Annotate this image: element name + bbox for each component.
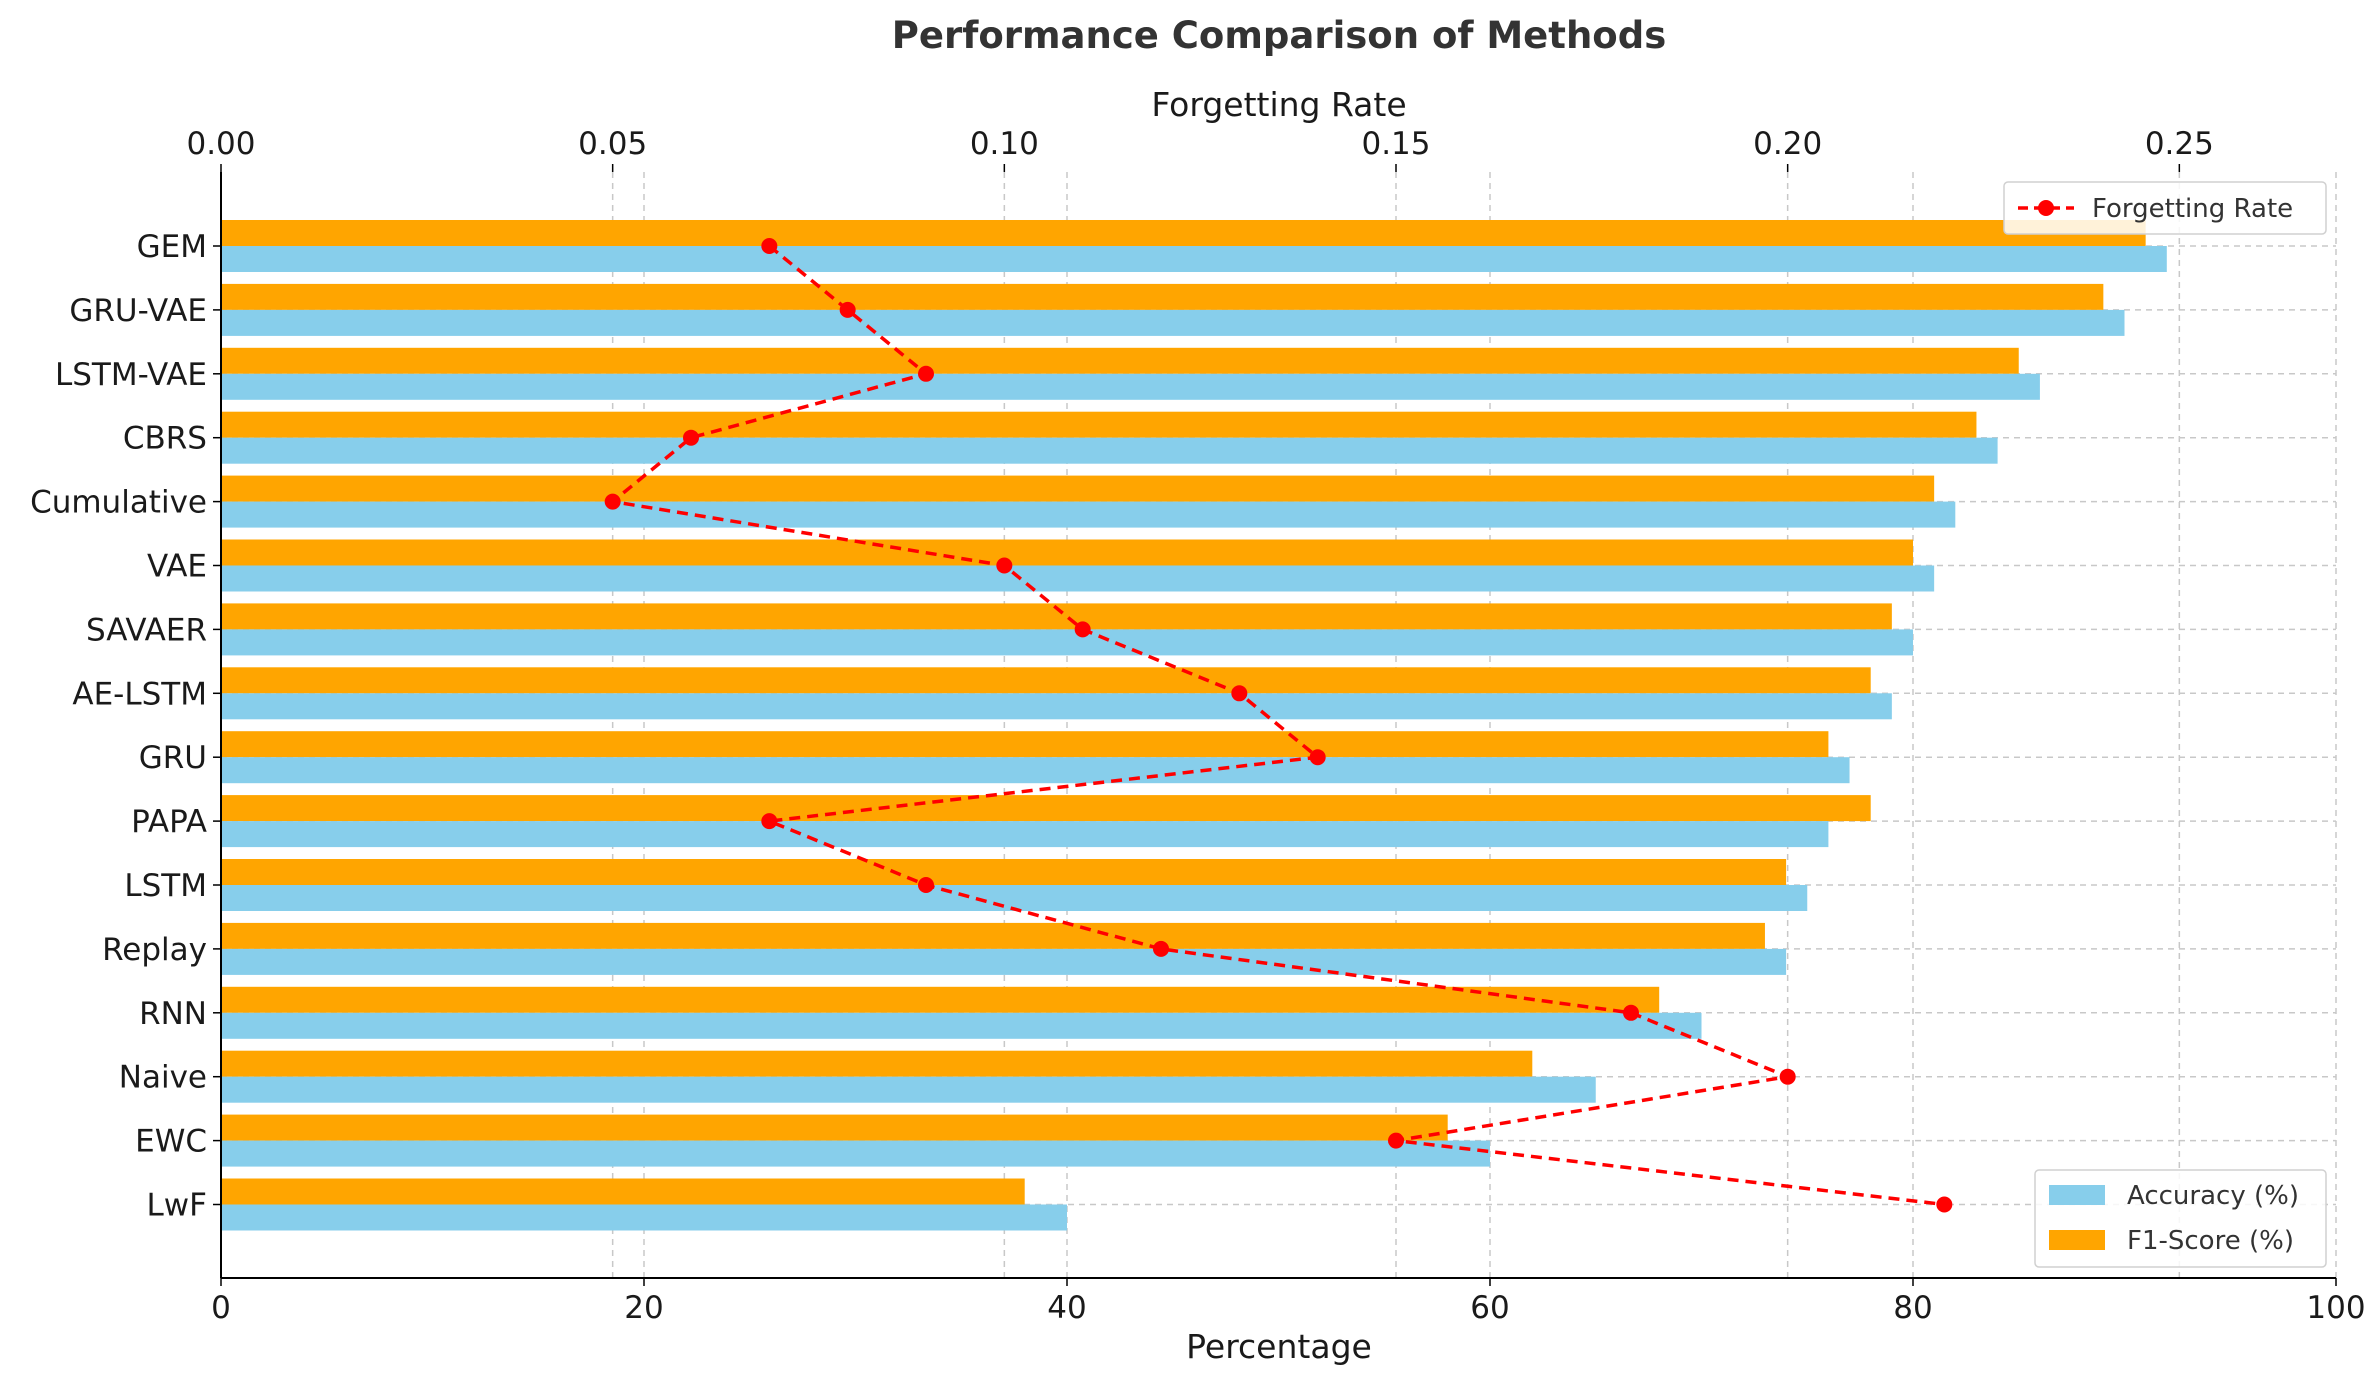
bar-accuracy [221, 437, 1998, 464]
bar-accuracy [221, 948, 1787, 975]
forgetting-rate-line [608, 244, 1945, 1207]
legend-frame [2034, 1169, 2327, 1268]
bar-f1-score [221, 667, 1871, 694]
forgetting-rate-point [1388, 1132, 1404, 1149]
bar-accuracy [221, 501, 1956, 528]
category-label: GRU-VAE [69, 293, 207, 329]
forgetting-rate-point [996, 557, 1013, 574]
category-label: SAVAER [86, 612, 207, 648]
bar-accuracy [221, 1076, 1596, 1103]
legend-swatch-accuracy [2049, 1185, 2105, 1205]
forgetting-rate-point [1623, 1004, 1639, 1021]
bar-accuracy [221, 246, 2167, 272]
category-label: PAPA [131, 804, 207, 840]
legend-forgetting-rate: Forgetting Rate [2003, 181, 2327, 235]
bar-accuracy [221, 821, 1829, 848]
x2-tick-label: 0.10 [970, 126, 1039, 162]
forgetting-rate-point [761, 813, 778, 830]
category-label: Naive [119, 1060, 207, 1096]
bar-f1-score [221, 1050, 1533, 1077]
x2-tick-label: 0.20 [1753, 126, 1822, 162]
category-label: Replay [102, 932, 207, 968]
bar-accuracy [221, 1204, 1067, 1231]
top-axis-title: Forgetting Rate [1151, 85, 1406, 124]
legend-layer: Forgetting Rate Accuracy (%) F1-Score (%) [2003, 181, 2327, 1268]
category-label: AE-LSTM [72, 676, 207, 712]
bar-accuracy [221, 757, 1850, 784]
category-label: LSTM [124, 868, 207, 904]
x-tick-label: 100 [2306, 1290, 2365, 1326]
x2-tick-label: 0.25 [2145, 126, 2214, 162]
bar-accuracy [221, 309, 2125, 336]
bar-f1-score [221, 539, 1913, 566]
forgetting-rate-point [1309, 749, 1326, 766]
x-tick-label: 40 [1047, 1290, 1086, 1326]
x2-tick-label: 0.00 [186, 126, 255, 162]
bar-f1-score [221, 475, 1935, 502]
bar-accuracy [221, 1012, 1702, 1039]
legend-frame [2003, 181, 2327, 235]
category-label: GRU [139, 740, 207, 776]
x-tick-label: 60 [1470, 1290, 1509, 1326]
category-label: VAE [147, 549, 207, 585]
bar-f1-score [221, 411, 1977, 438]
bar-f1-score [221, 220, 2146, 246]
forgetting-rate-point [761, 238, 778, 254]
forgetting-rate-point [1936, 1196, 1953, 1213]
bar-f1-score [221, 859, 1787, 885]
category-label: CBRS [123, 421, 207, 457]
bar-f1-score [221, 1178, 1025, 1205]
x-tick-label: 80 [1893, 1290, 1932, 1326]
forgetting-rate-point [604, 493, 621, 510]
legend-marker-sample [2038, 200, 2054, 216]
axes-layer: 0 20 40 60 80 100 0.00 0.05 0.10 0.15 0.20 0.25 GEM G… [30, 126, 2366, 1326]
forgetting-rate-point [918, 877, 934, 893]
forgetting-rate-point [1231, 685, 1248, 702]
bar-accuracy [221, 885, 1808, 911]
bar-f1-score [221, 283, 2104, 310]
bottom-axis-title: Percentage [1186, 1327, 1372, 1366]
category-label: EWC [135, 1124, 207, 1160]
category-label: RNN [139, 996, 207, 1032]
category-label: Cumulative [30, 485, 207, 521]
x2-tick-label: 0.15 [1361, 126, 1430, 162]
forgetting-rate-point [839, 301, 856, 318]
x-tick-label: 20 [624, 1290, 663, 1326]
bar-accuracy [221, 373, 2040, 400]
forgetting-rate-point [1779, 1068, 1796, 1085]
forgetting-rate-point [918, 365, 934, 382]
category-label: LwF [147, 1188, 207, 1224]
legend-label: Forgetting Rate [2092, 194, 2293, 224]
bar-f1-score [221, 1114, 1448, 1141]
bar-f1-score [221, 731, 1829, 758]
bar-f1-score [221, 922, 1765, 949]
bars-layer [221, 220, 2167, 1231]
category-label: LSTM-VAE [55, 357, 207, 393]
legend-bars: Accuracy (%) F1-Score (%) [2034, 1169, 2327, 1268]
x-tick-label: 0 [211, 1290, 231, 1326]
legend-swatch-f1-score [2049, 1230, 2105, 1250]
forgetting-rate-point [1074, 621, 1091, 638]
category-label: GEM [137, 229, 207, 265]
bar-accuracy [221, 1140, 1490, 1167]
forgetting-rate-point [683, 429, 699, 446]
bar-f1-score [221, 986, 1660, 1013]
bar-accuracy [221, 693, 1892, 720]
bar-accuracy [221, 629, 1913, 656]
forgetting-rate-point [1153, 940, 1169, 957]
bar-f1-score [221, 347, 2019, 374]
bar-accuracy [221, 565, 1935, 592]
x2-tick-label: 0.05 [578, 126, 647, 162]
chart-title: Performance Comparison of Methods [892, 14, 1666, 57]
legend-label: Accuracy (%) [2127, 1181, 2299, 1211]
bar-f1-score [221, 795, 1871, 822]
legend-label: F1-Score (%) [2127, 1226, 2294, 1256]
forgetting-rate-line-layer [604, 238, 1953, 1213]
